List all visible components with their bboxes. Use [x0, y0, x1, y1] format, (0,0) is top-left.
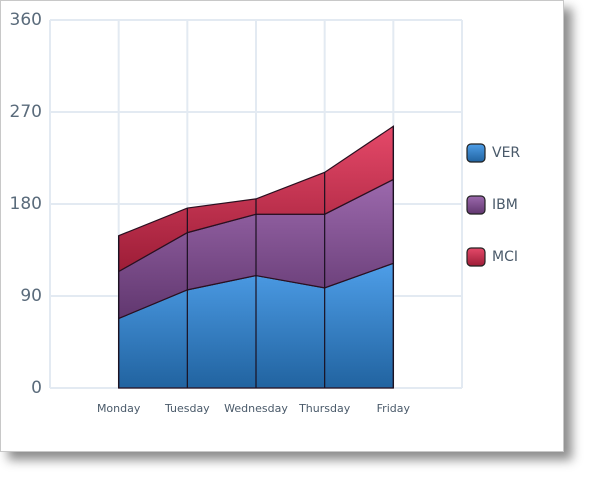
y-tick-label: 270 — [10, 102, 42, 122]
x-tick-label: Friday — [377, 402, 411, 415]
x-tick-label: Wednesday — [224, 402, 288, 415]
y-tick-label: 0 — [31, 378, 42, 398]
legend-label: IBM — [492, 197, 518, 213]
y-tick-label: 90 — [20, 286, 42, 306]
legend-swatch — [466, 143, 486, 163]
x-tick-label: Monday — [97, 402, 141, 415]
legend-swatch — [466, 195, 486, 215]
x-tick-label: Tuesday — [164, 402, 210, 415]
x-tick-label: Thursday — [298, 402, 351, 415]
legend-swatch — [466, 247, 486, 267]
y-tick-label: 360 — [10, 10, 42, 30]
legend-label: VER — [492, 145, 520, 161]
y-tick-label: 180 — [10, 194, 42, 214]
legend-label: MCI — [492, 249, 518, 265]
